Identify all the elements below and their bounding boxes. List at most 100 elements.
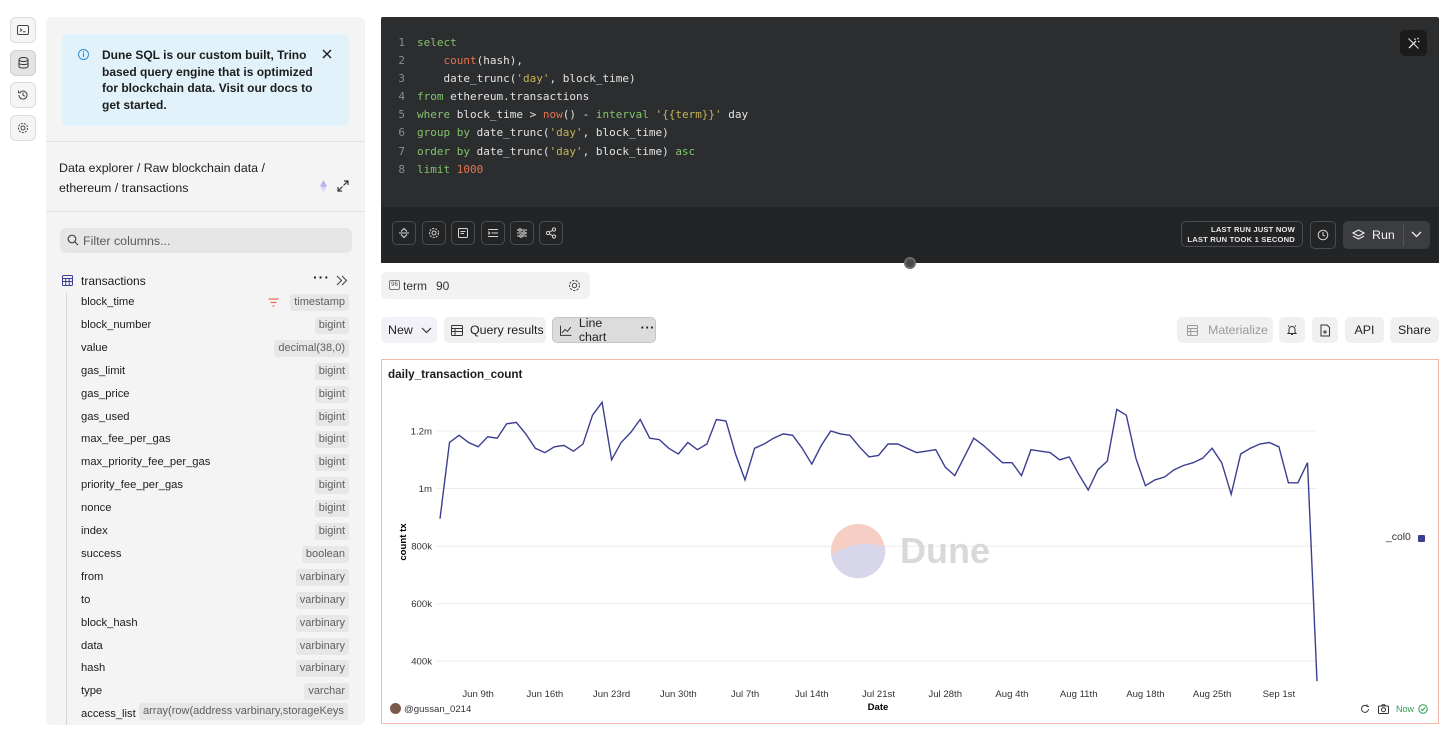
materialize-button[interactable]: Materialize [1177, 317, 1273, 343]
code-line: 6 group by date_trunc('day', block_time) [381, 124, 1281, 142]
table-name: transactions [81, 274, 146, 288]
gear-icon[interactable] [422, 221, 446, 245]
column-type: boolean [301, 545, 349, 563]
refresh-icon[interactable] [1360, 704, 1370, 714]
line-chart[interactable]: 400k 600k 800k 1m 1.2m Jun 9th Jun 16th Jun 23r… [382, 360, 1440, 725]
query-results-label: Query results [470, 323, 544, 337]
sliders-icon[interactable] [510, 221, 534, 245]
column-name: block_hash [81, 616, 138, 629]
table-header-transactions[interactable]: transactions ··· [61, 269, 351, 289]
column-type: bigint [314, 454, 349, 472]
column-row[interactable]: to varbinary [81, 591, 349, 610]
line-chart-label: Line chart [578, 316, 607, 344]
column-row[interactable]: max_fee_per_gas bigint [81, 431, 349, 449]
column-row[interactable]: access_list array(row(address varbinary,s… [81, 703, 349, 724]
column-row[interactable]: block_hash varbinary [81, 614, 349, 633]
column-row[interactable]: gas_price bigint [81, 385, 349, 404]
column-row[interactable]: gas_limit bigint [81, 362, 349, 381]
last-run-duration: LAST RUN TOOK 1 SECOND [1187, 235, 1295, 244]
column-row[interactable]: data varbinary [81, 637, 349, 656]
column-type: varbinary [295, 637, 349, 655]
magic-wand-icon[interactable] [1400, 30, 1427, 56]
filter-icon[interactable] [268, 298, 279, 307]
column-name: nonce [81, 502, 112, 515]
terminal-icon[interactable] [10, 17, 36, 43]
column-row[interactable]: nonce bigint [81, 500, 349, 518]
api-button[interactable]: API [1345, 317, 1384, 343]
column-name: block_time [81, 296, 135, 308]
alert-bell-icon[interactable] [1279, 317, 1305, 343]
y-tick-label: 800k [411, 542, 432, 553]
column-name: max_priority_fee_per_gas [81, 456, 211, 469]
code-line: 4 from ethereum.transactions [381, 88, 1281, 106]
column-row[interactable]: value decimal(38,0) [81, 339, 349, 358]
collapse-icon[interactable] [392, 221, 416, 245]
export-icon[interactable] [1312, 317, 1338, 343]
breadcrumb[interactable]: Data explorer / Raw blockchain data / et… [59, 161, 265, 195]
share-icon[interactable] [539, 221, 563, 245]
column-name: gas_price [81, 387, 130, 400]
close-icon[interactable] [319, 46, 335, 62]
column-row[interactable]: max_priority_fee_per_gas bigint [81, 454, 349, 472]
column-name: to [81, 593, 91, 606]
sql-editor[interactable]: 1 select 2 count(hash), 3 date_trunc('day… [381, 17, 1439, 263]
column-row[interactable]: success boolean [81, 545, 349, 564]
x-tick-label: Sep 1st [1263, 689, 1296, 700]
column-row[interactable]: from varbinary [81, 568, 349, 587]
tab-line-chart[interactable]: Line chart ··· [552, 316, 656, 344]
dune-watermark-text: Dune [900, 530, 990, 571]
history-icon[interactable] [10, 82, 36, 108]
parameter-name: term [403, 279, 427, 293]
run-button[interactable]: Run [1343, 221, 1430, 249]
line-chart-panel: daily_transaction_count 400k 600k 800k 1m 1.… [381, 359, 1439, 724]
column-row[interactable]: block_number bigint [81, 316, 349, 335]
more-icon[interactable]: ··· [313, 269, 330, 285]
column-row[interactable]: hash varbinary [81, 660, 349, 678]
new-visualization-button[interactable]: New [381, 317, 437, 343]
dune-sql-notice: i Dune SQL is our custom built, Trino ba… [62, 34, 349, 126]
settings-icon[interactable] [10, 115, 36, 141]
table-icon [62, 275, 73, 286]
column-row[interactable]: priority_fee_per_gas bigint [81, 477, 349, 495]
divider [46, 211, 365, 212]
x-tick-label: Jun 16th [526, 689, 563, 700]
legend-swatch [1418, 535, 1425, 542]
column-row[interactable]: block_time timestamp [81, 294, 349, 312]
resize-handle[interactable] [904, 257, 916, 269]
chart-legend[interactable]: _col0 [1386, 532, 1434, 546]
chevrons-right-icon[interactable] [336, 275, 348, 286]
column-type: array(row(address varbinary,storageKeys [139, 703, 348, 721]
parameter-value[interactable]: 90 [436, 279, 450, 293]
expand-icon[interactable] [336, 179, 350, 193]
column-type: varbinary [295, 660, 349, 678]
parameter-term[interactable]: 96 term 90 [381, 272, 590, 299]
more-icon[interactable]: ··· [640, 320, 655, 335]
snippet-icon[interactable] [451, 221, 475, 245]
column-name: data [81, 639, 103, 652]
table-icon [451, 324, 463, 336]
column-row[interactable]: type varchar [81, 683, 349, 701]
database-icon[interactable] [10, 50, 36, 76]
column-name: max_fee_per_gas [81, 433, 171, 446]
code-text: date_trunc('day', block_time) [417, 72, 636, 86]
column-name: from [81, 570, 104, 583]
y-tick-label: 600k [411, 599, 432, 610]
gear-icon[interactable] [568, 279, 581, 292]
chart-author[interactable]: @gussan_0214 [404, 704, 472, 715]
schedule-icon[interactable] [1310, 221, 1336, 249]
chevron-down-icon[interactable] [1411, 231, 1422, 238]
format-icon[interactable] [481, 221, 505, 245]
y-tick-label: 1.2m [411, 427, 432, 438]
divider [1403, 224, 1404, 246]
chart-title: daily_transaction_count [388, 368, 523, 381]
tab-query-results[interactable]: Query results [444, 317, 546, 343]
column-row[interactable]: gas_used bigint [81, 408, 349, 427]
series-line-col0[interactable] [439, 400, 1318, 682]
column-type: varchar [304, 683, 349, 701]
share-button[interactable]: Share [1390, 317, 1439, 343]
column-row[interactable]: index bigint [81, 523, 349, 541]
column-type: bigint [314, 431, 349, 449]
camera-icon[interactable] [1378, 704, 1389, 714]
code-area[interactable]: 1 select 2 count(hash), 3 date_trunc('day… [381, 34, 1281, 179]
filter-columns-input[interactable]: Filter columns... [60, 228, 352, 253]
